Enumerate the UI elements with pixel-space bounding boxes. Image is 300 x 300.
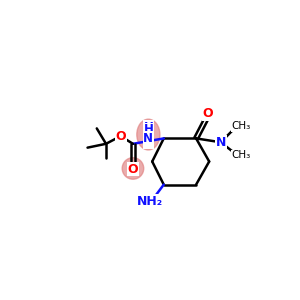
Text: O: O <box>128 163 138 176</box>
Text: H
N: H N <box>143 121 153 148</box>
Text: N: N <box>143 132 153 145</box>
Text: O: O <box>202 107 213 120</box>
Ellipse shape <box>122 158 144 179</box>
Ellipse shape <box>137 119 160 150</box>
Text: O: O <box>115 130 126 142</box>
Text: CH₃: CH₃ <box>231 150 250 160</box>
Text: CH₃: CH₃ <box>231 121 250 131</box>
Text: H: H <box>143 123 153 136</box>
Text: NH₂: NH₂ <box>137 195 163 208</box>
Text: N: N <box>216 136 226 149</box>
